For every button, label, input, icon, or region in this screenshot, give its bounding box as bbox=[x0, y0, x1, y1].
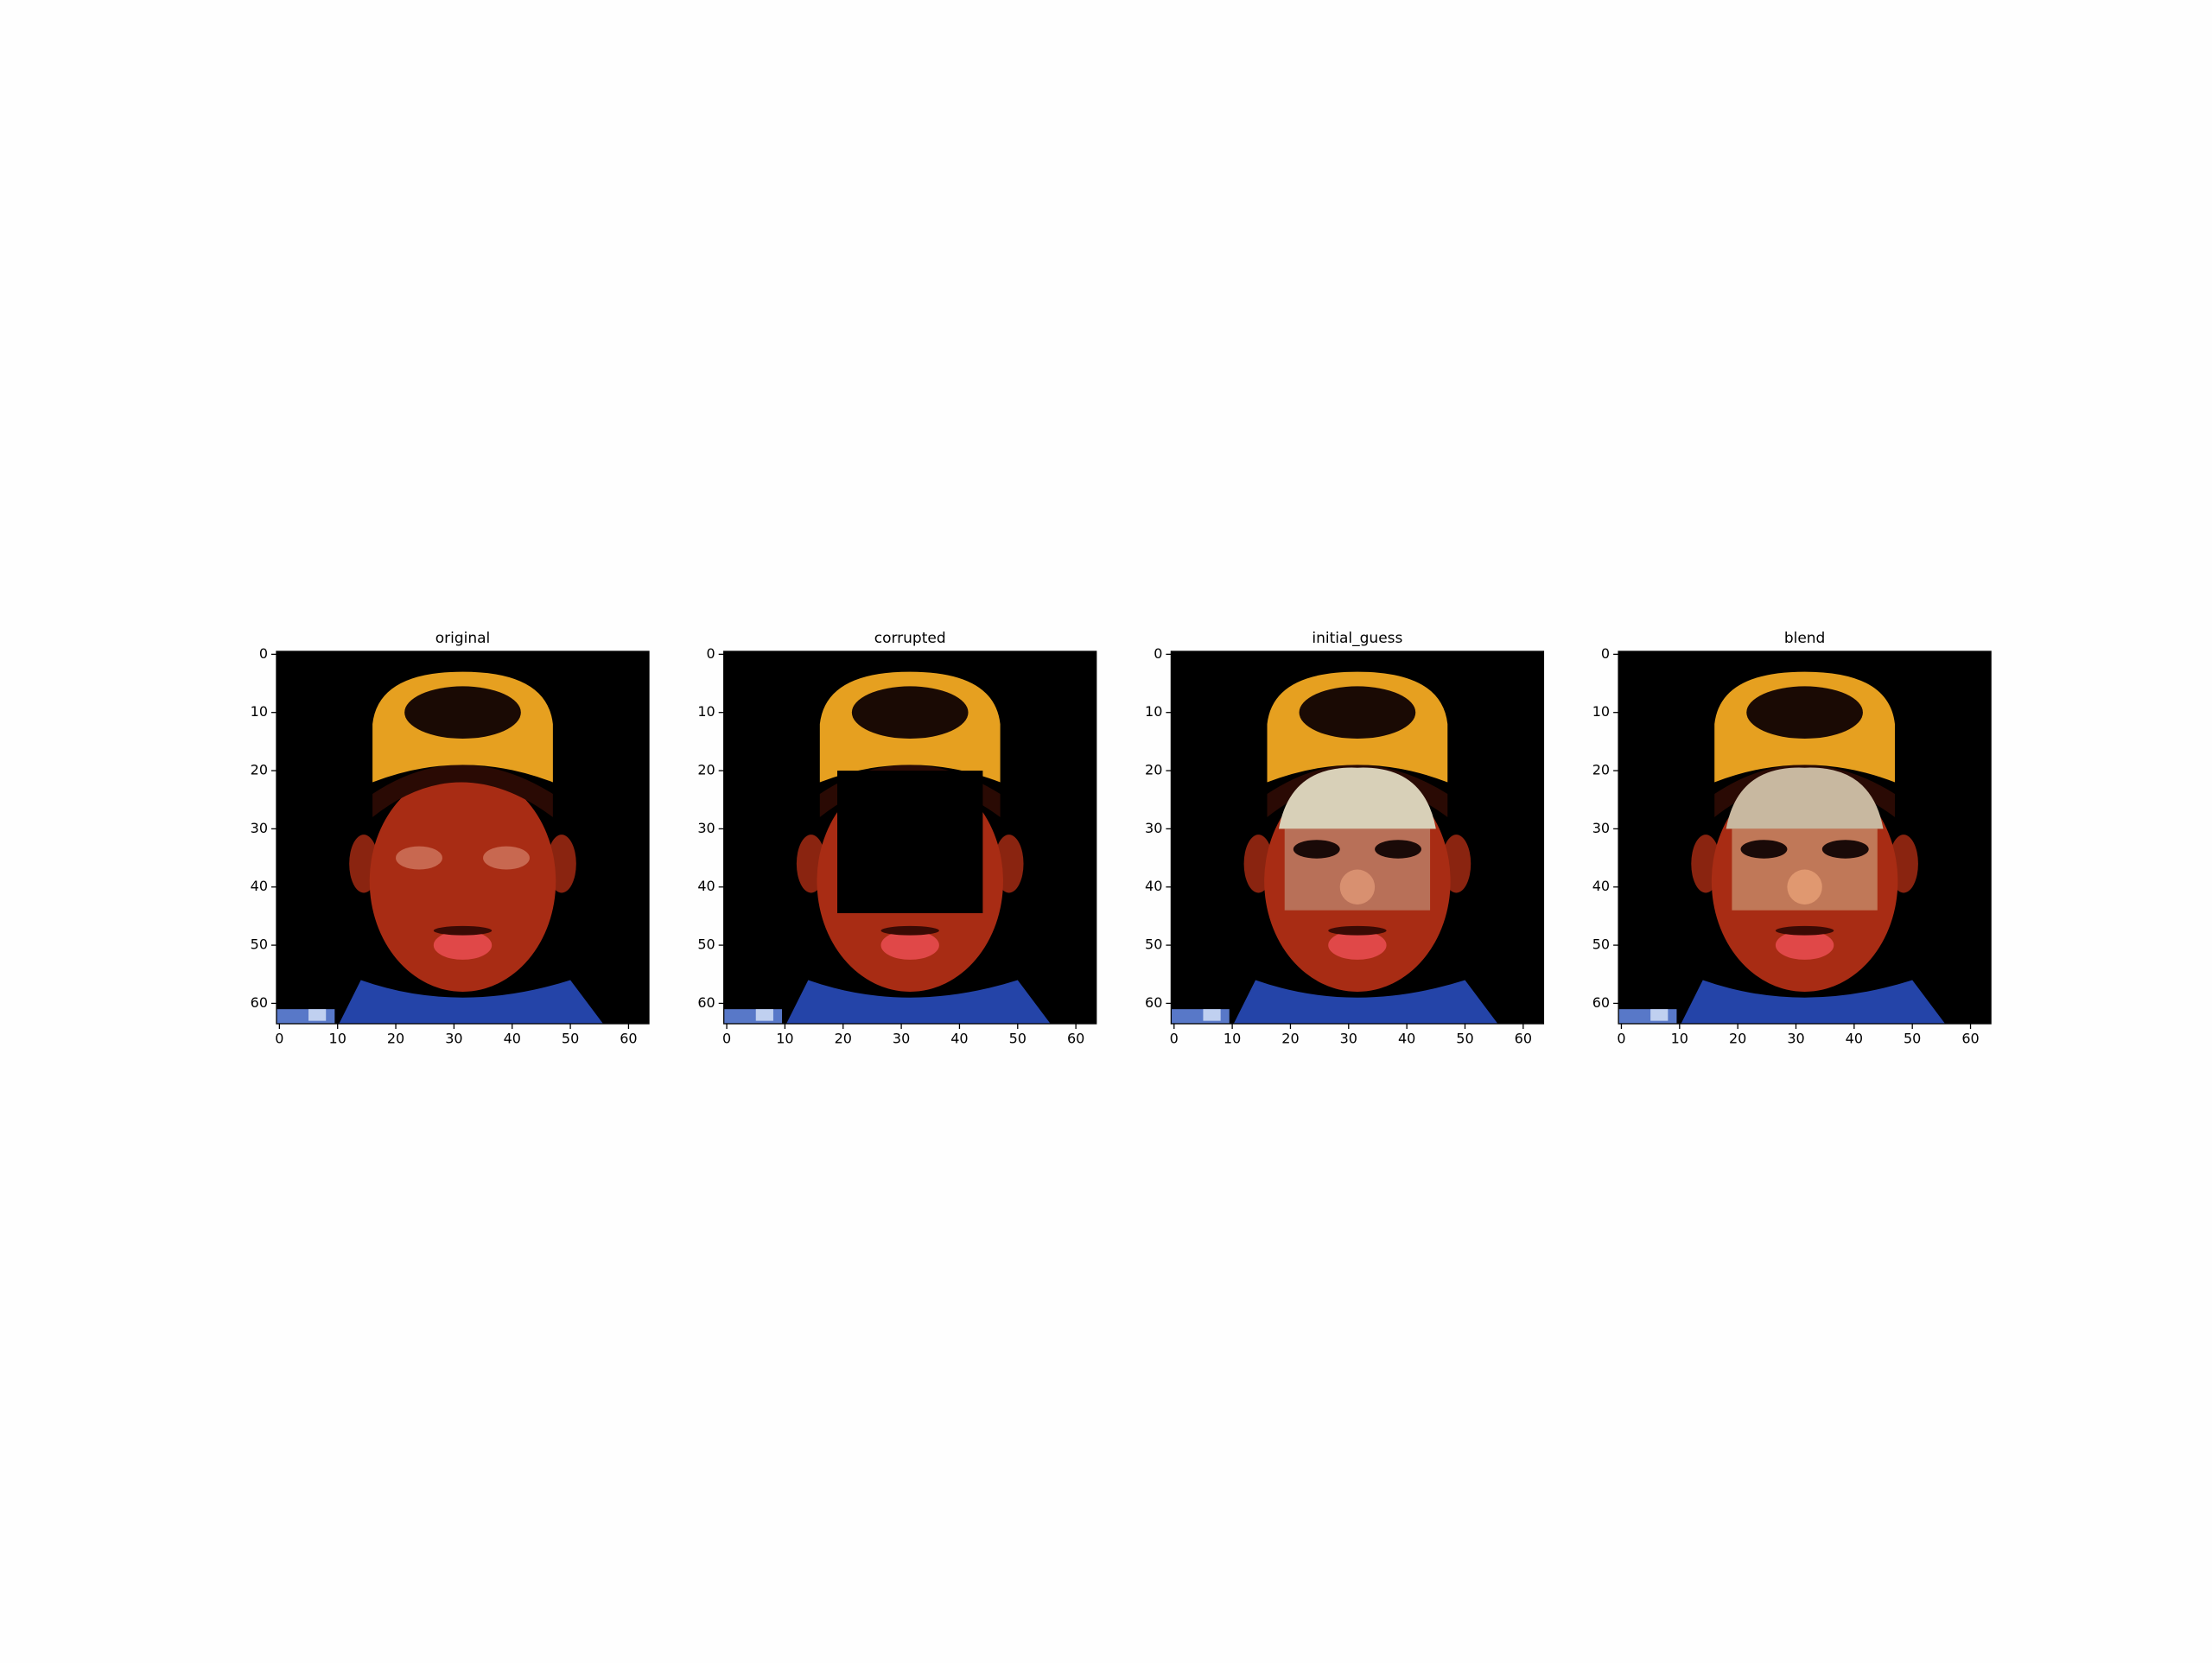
y-tick-label: 30 bbox=[697, 820, 715, 836]
x-tick-label: 10 bbox=[776, 1031, 793, 1047]
x-tick-label: 20 bbox=[387, 1031, 404, 1047]
y-tick-label: 0 bbox=[1601, 645, 1610, 662]
y-tick-label: 50 bbox=[251, 936, 268, 953]
axes-frame bbox=[1618, 651, 1992, 1025]
x-tick-label: 10 bbox=[1224, 1031, 1241, 1047]
image bbox=[276, 651, 649, 1024]
y-tick-label: 40 bbox=[251, 878, 268, 894]
x-tick-label: 20 bbox=[835, 1031, 852, 1047]
x-tick-label: 0 bbox=[722, 1031, 731, 1047]
y-tick-label: 30 bbox=[251, 820, 268, 836]
y-tick-label: 20 bbox=[251, 762, 268, 778]
y-tick-label: 60 bbox=[697, 994, 715, 1011]
axes-title: original bbox=[435, 630, 491, 647]
x-tick-label: 30 bbox=[445, 1031, 462, 1047]
x-tick-label: 20 bbox=[1729, 1031, 1746, 1047]
y-tick-label: 30 bbox=[1145, 820, 1162, 836]
image bbox=[723, 651, 1096, 1024]
y-tick-label: 30 bbox=[1592, 820, 1610, 836]
y-tick-label: 50 bbox=[697, 936, 715, 953]
x-tick-label: 60 bbox=[620, 1031, 637, 1047]
y-tick-label: 10 bbox=[697, 703, 715, 720]
y-tick-label: 40 bbox=[1592, 878, 1610, 894]
y-tick-label: 10 bbox=[251, 703, 268, 720]
x-tick-label: 30 bbox=[1787, 1031, 1804, 1047]
y-tick-label: 60 bbox=[1145, 994, 1162, 1011]
y-tick-label: 50 bbox=[1592, 936, 1610, 953]
y-tick-label: 10 bbox=[1145, 703, 1162, 720]
y-tick-label: 0 bbox=[1154, 645, 1162, 662]
y-tick-label: 0 bbox=[707, 645, 715, 662]
x-tick-label: 40 bbox=[950, 1031, 968, 1047]
y-tick-label: 50 bbox=[1145, 936, 1162, 953]
y-tick-label: 10 bbox=[1592, 703, 1610, 720]
x-tick-label: 0 bbox=[275, 1031, 283, 1047]
x-tick-label: 40 bbox=[1398, 1031, 1415, 1047]
x-tick-label: 20 bbox=[1281, 1031, 1299, 1047]
x-tick-label: 50 bbox=[562, 1031, 579, 1047]
y-tick-label: 40 bbox=[1145, 878, 1162, 894]
axes-frame bbox=[1170, 651, 1545, 1025]
y-tick-label: 20 bbox=[1592, 762, 1610, 778]
axes-frame bbox=[276, 651, 650, 1025]
axes-title: blend bbox=[1784, 630, 1826, 647]
y-tick-label: 20 bbox=[1145, 762, 1162, 778]
image bbox=[1171, 651, 1544, 1024]
x-tick-label: 0 bbox=[1617, 1031, 1625, 1047]
x-tick-label: 50 bbox=[1904, 1031, 1921, 1047]
x-tick-label: 30 bbox=[893, 1031, 910, 1047]
x-tick-label: 40 bbox=[504, 1031, 521, 1047]
x-tick-label: 60 bbox=[1961, 1031, 1979, 1047]
y-tick-label: 60 bbox=[1592, 994, 1610, 1011]
x-tick-label: 50 bbox=[1456, 1031, 1473, 1047]
y-tick-label: 60 bbox=[251, 994, 268, 1011]
axes-frame bbox=[723, 651, 1097, 1025]
axes-title: corrupted bbox=[874, 630, 946, 647]
axes-title: initial_guess bbox=[1312, 630, 1402, 647]
x-tick-label: 60 bbox=[1067, 1031, 1084, 1047]
x-tick-label: 10 bbox=[1671, 1031, 1688, 1047]
y-tick-label: 20 bbox=[697, 762, 715, 778]
x-tick-label: 10 bbox=[329, 1031, 346, 1047]
image bbox=[1618, 651, 1992, 1024]
x-tick-label: 60 bbox=[1515, 1031, 1532, 1047]
y-tick-label: 0 bbox=[259, 645, 268, 662]
x-tick-label: 40 bbox=[1846, 1031, 1863, 1047]
x-tick-label: 0 bbox=[1170, 1031, 1179, 1047]
y-tick-label: 40 bbox=[697, 878, 715, 894]
x-tick-label: 30 bbox=[1340, 1031, 1357, 1047]
x-tick-label: 50 bbox=[1009, 1031, 1027, 1047]
